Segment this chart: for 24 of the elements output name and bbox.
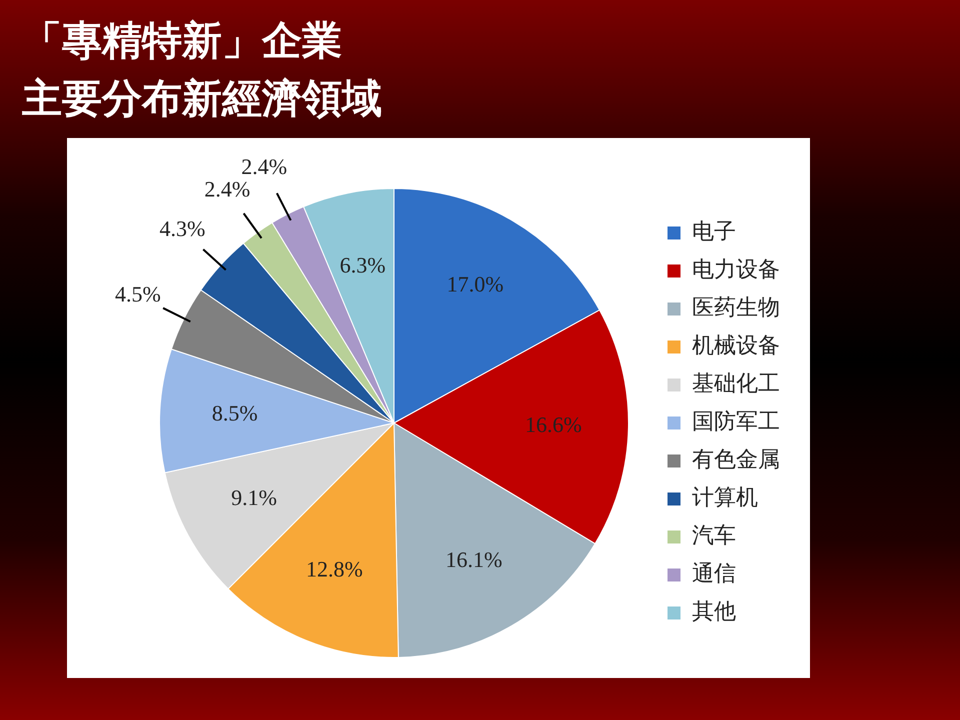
data-label: 4.5% xyxy=(114,281,161,306)
legend-label: 国防军工 xyxy=(692,410,780,435)
chart-title: 「專精特新」企業 xyxy=(22,17,343,66)
data-label: 4.3% xyxy=(159,216,206,242)
data-label: 8.5% xyxy=(212,400,258,426)
data-label: 2.4% xyxy=(204,176,250,202)
legend-label: 医药生物 xyxy=(692,296,780,321)
data-label: 17.0% xyxy=(446,272,504,297)
legend-label: 基础化工 xyxy=(692,372,780,397)
data-label: 12.8% xyxy=(306,556,363,582)
legend-label: 其他 xyxy=(692,600,736,625)
chart-subtitle: 主要分布新經濟領域 xyxy=(22,75,382,124)
legend-label: 汽车 xyxy=(692,524,736,549)
legend-label: 电力设备 xyxy=(692,258,780,283)
legend-label: 计算机 xyxy=(692,486,758,511)
data-label: 16.6% xyxy=(525,412,582,437)
legend-label: 有色金属 xyxy=(692,448,780,473)
legend-label: 电子 xyxy=(692,220,736,245)
data-label: 9.1% xyxy=(231,485,277,510)
data-label: 6.3% xyxy=(340,252,386,278)
legend-label: 通信 xyxy=(692,562,736,587)
data-label: 16.1% xyxy=(445,546,502,572)
legend-label: 机械设备 xyxy=(692,334,780,359)
data-label: 2.4% xyxy=(241,154,288,179)
